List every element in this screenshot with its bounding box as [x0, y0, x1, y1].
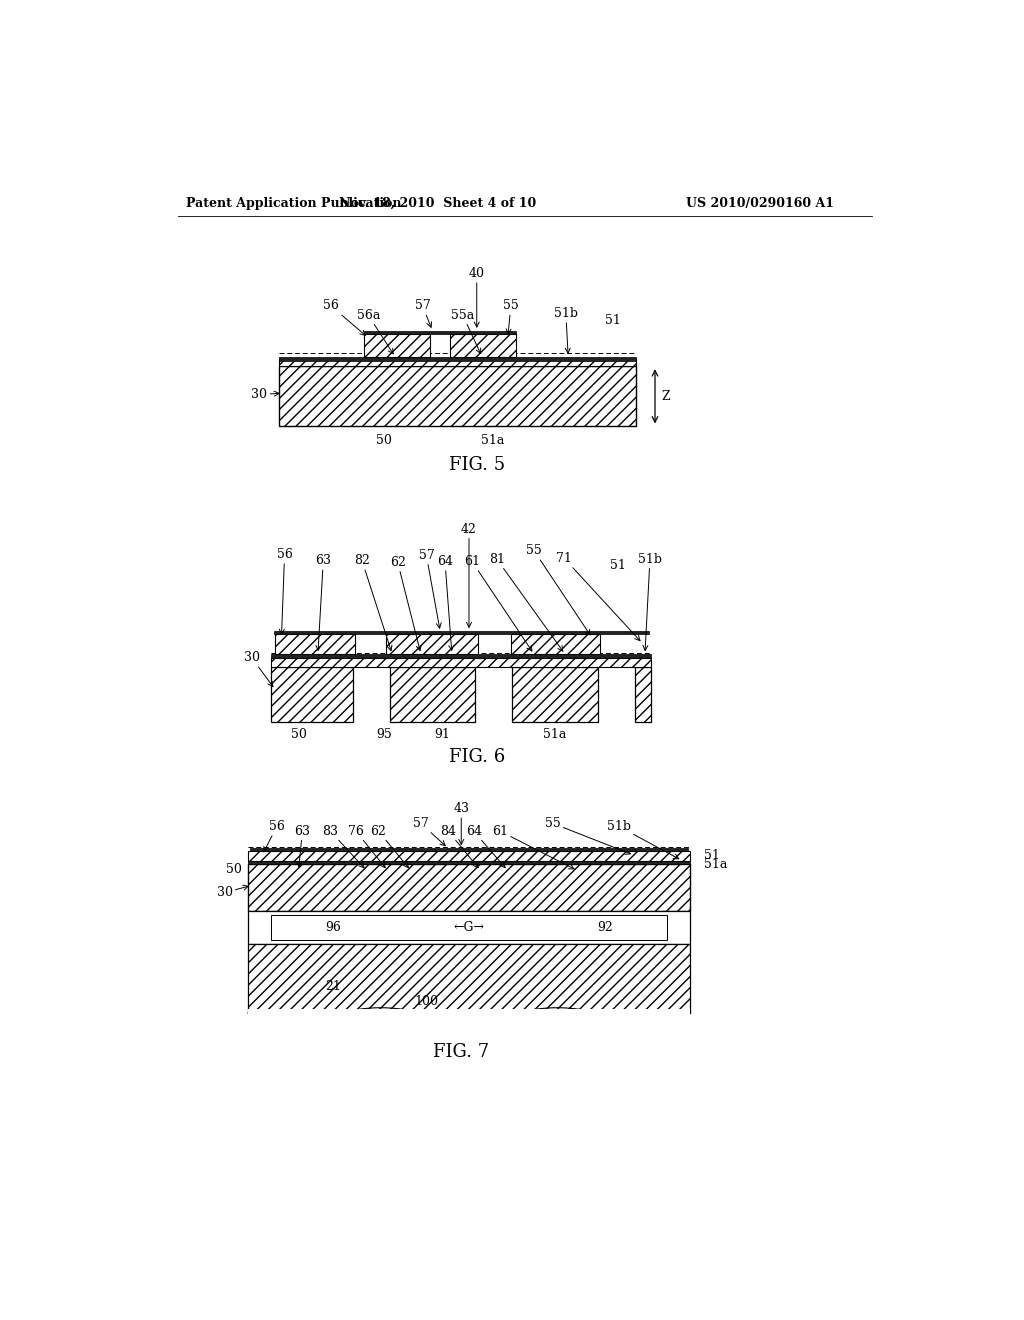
Bar [558, 851, 642, 871]
Text: 63: 63 [294, 825, 310, 867]
Bar [512, 667, 598, 722]
Bar [273, 631, 649, 635]
Bar [280, 359, 636, 367]
Bar [271, 915, 667, 940]
Text: 56: 56 [264, 820, 285, 851]
Text: 61: 61 [492, 825, 574, 869]
Bar [248, 944, 690, 1014]
Text: 42: 42 [461, 523, 477, 627]
Text: 51: 51 [605, 314, 622, 326]
Text: 64: 64 [466, 825, 505, 867]
Text: 57: 57 [415, 300, 431, 327]
Text: 57: 57 [419, 549, 441, 628]
Bar [390, 667, 475, 722]
Bar [248, 851, 690, 861]
Bar [365, 334, 430, 358]
Text: 61: 61 [464, 554, 531, 651]
Text: 51b: 51b [607, 820, 679, 859]
Text: FIG. 5: FIG. 5 [449, 455, 505, 474]
Text: 40: 40 [469, 267, 484, 327]
Text: ←G→: ←G→ [454, 921, 484, 935]
Text: 50: 50 [226, 863, 242, 876]
Text: US 2010/0290160 A1: US 2010/0290160 A1 [686, 197, 834, 210]
Text: 56a: 56a [356, 309, 393, 354]
Text: 100: 100 [415, 995, 438, 1008]
Text: 51: 51 [703, 849, 720, 862]
Text: 51: 51 [610, 560, 626, 573]
Text: 21: 21 [326, 979, 341, 993]
Bar [365, 331, 515, 334]
Bar [271, 659, 651, 667]
Text: 30: 30 [217, 886, 248, 899]
Bar [271, 655, 651, 659]
Text: 50: 50 [376, 434, 392, 447]
Text: 56: 56 [324, 300, 366, 335]
Bar [635, 667, 651, 722]
Text: 63: 63 [315, 554, 332, 651]
Text: 43: 43 [454, 803, 469, 845]
Text: 55: 55 [545, 817, 631, 854]
Text: 51a: 51a [544, 727, 566, 741]
Text: 92: 92 [597, 921, 612, 935]
Text: 30: 30 [252, 388, 280, 401]
Bar [248, 861, 690, 863]
Bar [360, 851, 444, 871]
Bar [450, 334, 515, 358]
Text: 96: 96 [326, 921, 341, 935]
Text: 51a: 51a [703, 858, 727, 871]
Text: 71: 71 [556, 552, 640, 640]
Text: 91: 91 [435, 727, 451, 741]
Bar [280, 367, 636, 426]
Bar [256, 851, 345, 871]
Text: 56: 56 [276, 548, 293, 634]
Bar [511, 635, 600, 655]
Text: 51a: 51a [480, 434, 504, 447]
Bar [386, 635, 477, 655]
Text: 55a: 55a [452, 309, 480, 354]
Bar [248, 863, 690, 911]
Bar [248, 1010, 690, 1028]
Text: 50: 50 [291, 727, 306, 741]
Text: 55: 55 [526, 544, 590, 635]
Text: 81: 81 [488, 553, 563, 651]
Text: 30: 30 [244, 651, 273, 686]
Text: 51b: 51b [638, 553, 662, 651]
Text: 84: 84 [440, 825, 478, 867]
Text: Patent Application Publication: Patent Application Publication [186, 197, 401, 210]
Bar [251, 849, 687, 851]
Text: 62: 62 [371, 825, 409, 867]
Text: 76: 76 [348, 825, 385, 867]
Text: FIG. 7: FIG. 7 [433, 1043, 489, 1060]
Bar [280, 358, 636, 360]
Bar [461, 851, 543, 871]
Text: 95: 95 [376, 727, 391, 741]
Bar [271, 667, 352, 722]
Text: 57: 57 [413, 817, 445, 846]
Bar [248, 912, 690, 944]
Text: 55: 55 [503, 300, 519, 334]
Text: 64: 64 [437, 554, 454, 651]
Text: FIG. 6: FIG. 6 [449, 748, 505, 767]
Text: Z: Z [662, 389, 670, 403]
Bar [275, 635, 355, 655]
Text: 82: 82 [354, 554, 392, 651]
Text: 62: 62 [390, 556, 421, 651]
Text: 83: 83 [323, 825, 365, 867]
Text: 51b: 51b [554, 308, 578, 354]
Text: Nov. 18, 2010  Sheet 4 of 10: Nov. 18, 2010 Sheet 4 of 10 [339, 197, 537, 210]
